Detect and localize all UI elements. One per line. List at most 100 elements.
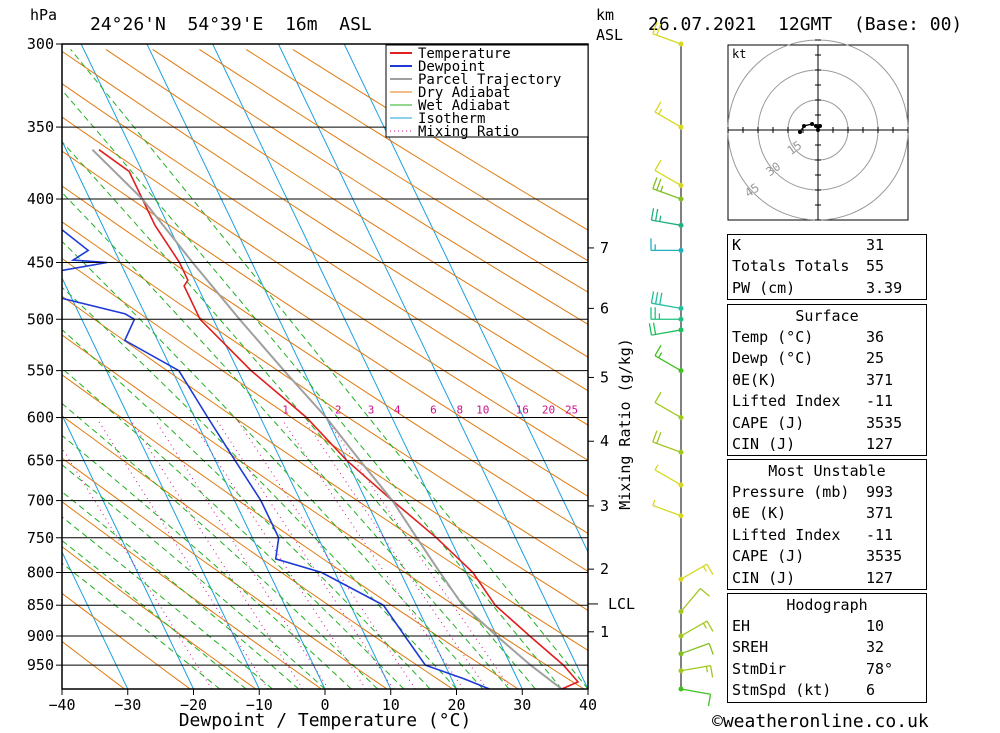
pressure-tick-label: 500 bbox=[27, 310, 54, 328]
table-row: StmDir 78° bbox=[732, 659, 894, 678]
wind-barb-dot bbox=[678, 449, 684, 455]
wind-barb-dot bbox=[678, 576, 684, 582]
legend-wet-adiabat: Wet Adiabat bbox=[418, 98, 511, 114]
table-row: CIN (J) 127 bbox=[732, 434, 894, 453]
hodograph-point bbox=[818, 124, 822, 128]
surface-table: Surface Temp (°C) 36 Dewp (°C) 25 θE(K) 371… bbox=[727, 304, 927, 457]
wind-barb-staff bbox=[654, 469, 682, 486]
x-tick-label: −30 bbox=[114, 696, 141, 714]
wind-barb bbox=[652, 22, 684, 47]
legend-dewpoint: Dewpoint bbox=[418, 59, 485, 75]
dry-adiabat-line bbox=[245, 48, 588, 262]
x-tick-label: 10 bbox=[382, 696, 400, 714]
pressure-tick-label: 700 bbox=[27, 492, 54, 510]
x-tick-label: −10 bbox=[246, 696, 273, 714]
mixing-ratio-tick-label: 20 bbox=[542, 404, 555, 417]
table-row: Totals Totals 55 bbox=[732, 257, 885, 276]
wind-barb-flag bbox=[654, 208, 659, 221]
dry-adiabat-line bbox=[62, 592, 191, 689]
pressure-tick-label: 600 bbox=[27, 409, 54, 427]
legend-isotherm: Isotherm bbox=[418, 111, 485, 127]
pressure-tick-label: 300 bbox=[27, 35, 54, 53]
hodograph-point bbox=[802, 124, 806, 128]
table-row: Temp (°C) 36 bbox=[732, 328, 885, 346]
hodograph-unit: kt bbox=[732, 47, 746, 61]
mixing-ratio-line bbox=[190, 419, 367, 689]
wet-adiabat-line bbox=[62, 240, 484, 689]
dry-adiabat-line bbox=[62, 257, 588, 612]
wet-adiabat-line bbox=[62, 286, 457, 689]
wind-barb-flag bbox=[660, 185, 664, 192]
dry-adiabat-line bbox=[62, 50, 588, 392]
wind-barb-dot bbox=[678, 668, 684, 674]
wind-barb-flag bbox=[708, 643, 714, 655]
pressure-tick-label: 550 bbox=[27, 362, 54, 380]
km-tick-label: 6 bbox=[600, 299, 609, 317]
wind-barb bbox=[650, 291, 684, 311]
hodograph-ring-label: 30 bbox=[763, 159, 783, 179]
hodograph-ring-label: 45 bbox=[742, 180, 762, 200]
pressure-tick-label: 750 bbox=[27, 529, 54, 547]
isotherm-line bbox=[277, 44, 588, 689]
pressure-tick-label: 400 bbox=[27, 190, 54, 208]
isotherm-line bbox=[212, 44, 523, 689]
wind-barb bbox=[652, 499, 684, 519]
wind-barb-staff bbox=[651, 329, 682, 336]
wind-barb-flag bbox=[654, 464, 659, 471]
wind-barb-flag bbox=[648, 323, 653, 336]
legend-temperature: Temperature bbox=[418, 46, 511, 62]
wet-adiabat-line bbox=[62, 539, 247, 689]
wind-barb-dot bbox=[678, 633, 684, 639]
most-unstable-table: Most Unstable Pressure (mb) 993 θE (K) 371… bbox=[727, 459, 927, 590]
wind-barb bbox=[654, 159, 684, 188]
wind-barb-flag bbox=[709, 665, 714, 678]
datetime-label: 26.07.2021 12GMT (Base: 00) bbox=[648, 14, 962, 35]
table-row: EH 10 bbox=[732, 617, 885, 635]
isotherm-line bbox=[62, 276, 260, 689]
table-row: Pressure (mb) 993 bbox=[732, 483, 894, 501]
wet-adiabat-line bbox=[62, 89, 563, 689]
legend: Temperature Dewpoint Parcel Trajectory D… bbox=[385, 44, 589, 140]
height-unit-top: km bbox=[596, 6, 614, 24]
x-axis-label: Dewpoint / Temperature (°C) bbox=[179, 710, 472, 731]
most-unstable-title: Most Unstable bbox=[768, 462, 886, 480]
wind-barb-flag bbox=[652, 430, 658, 443]
x-tick-label: 30 bbox=[513, 696, 531, 714]
wind-barb-staff bbox=[651, 302, 682, 310]
table-row: Lifted Index -11 bbox=[732, 392, 894, 411]
mixing-ratio-tick-label: 1 bbox=[282, 404, 289, 417]
wind-barb bbox=[678, 664, 714, 678]
dry-adiabat-line bbox=[152, 48, 588, 325]
dry-adiabat-line bbox=[62, 150, 588, 498]
wind-barb bbox=[678, 563, 714, 582]
hodograph-point bbox=[816, 128, 820, 132]
dry-adiabat-line bbox=[292, 48, 588, 231]
wind-barb-flag bbox=[652, 499, 656, 506]
wind-barb-staff bbox=[651, 219, 682, 226]
wind-barb-flag bbox=[654, 291, 659, 305]
wind-barb-flag bbox=[706, 563, 714, 575]
wind-barb-flag bbox=[650, 291, 655, 304]
x-tick-label: 40 bbox=[579, 696, 597, 714]
dry-adiabat-line bbox=[62, 83, 588, 426]
wet-adiabat-line bbox=[62, 367, 405, 689]
wind-barb-flag bbox=[658, 352, 663, 359]
table-row: θE (K) 371 bbox=[732, 504, 894, 523]
pressure-tick-label: 850 bbox=[27, 596, 54, 614]
wind-barb-staff bbox=[654, 111, 682, 128]
mixing-ratio-tick-label: 4 bbox=[394, 404, 401, 417]
mixing-ratio-tick-label: 25 bbox=[565, 404, 578, 417]
mixing-ratio-tick-label: 3 bbox=[368, 404, 375, 417]
wind-barb bbox=[678, 686, 712, 707]
table-row: CAPE (J) 3535 bbox=[732, 547, 903, 566]
mixing-ratio-line bbox=[216, 419, 394, 689]
wind-barb-staff bbox=[680, 563, 708, 580]
copyright: ©weatheronline.co.uk bbox=[712, 711, 929, 732]
dry-adiabat-line bbox=[62, 185, 588, 535]
wet-adiabat-line bbox=[62, 140, 536, 689]
table-row: Dewp (°C) 25 bbox=[732, 349, 885, 368]
km-tick-label: 4 bbox=[600, 432, 609, 450]
isotherm-line bbox=[146, 44, 457, 689]
wet-adiabat-line bbox=[62, 402, 378, 689]
